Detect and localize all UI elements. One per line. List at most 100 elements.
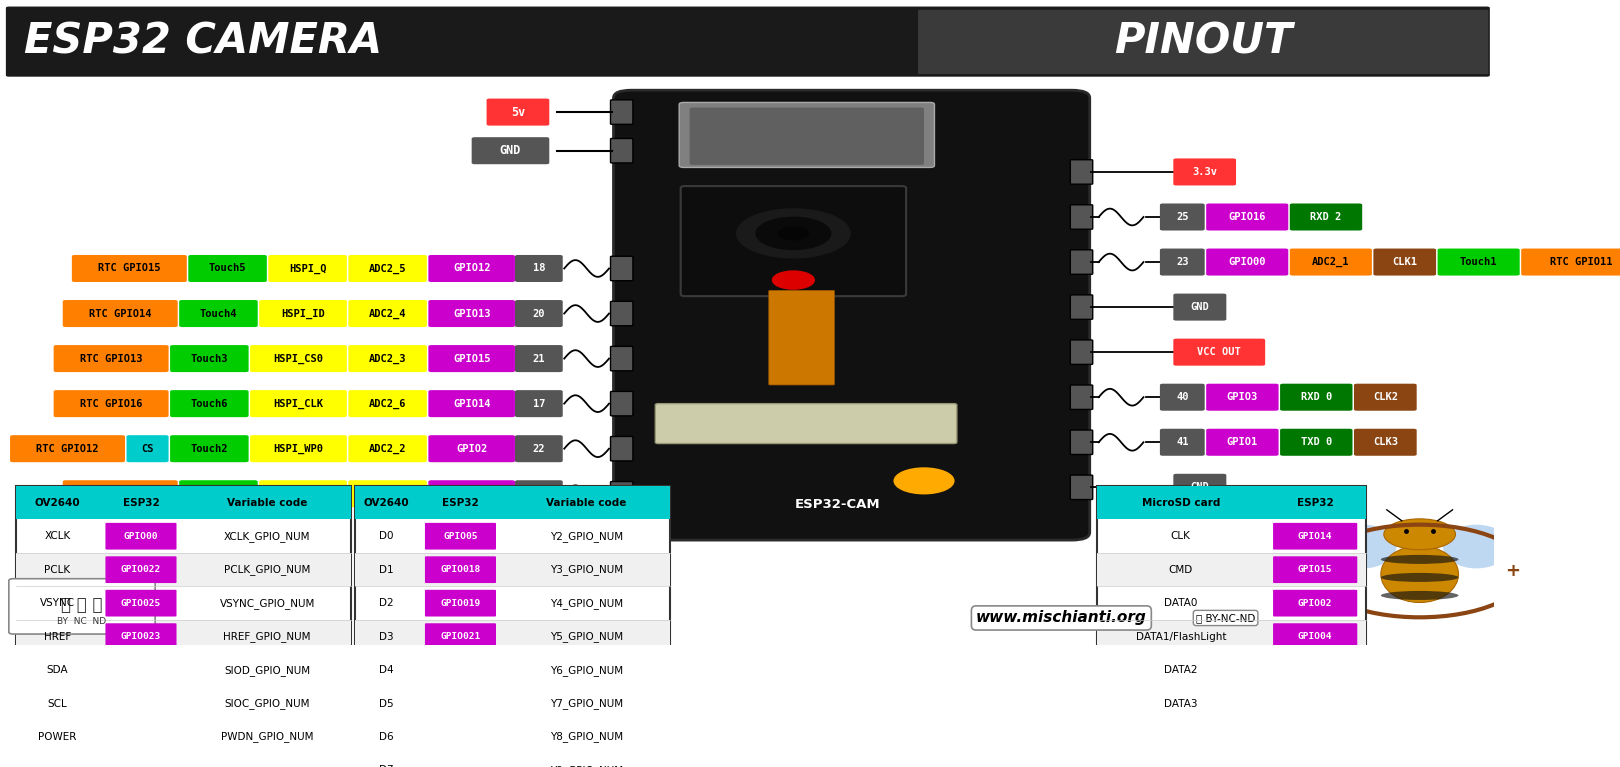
- FancyBboxPatch shape: [1437, 249, 1520, 275]
- Text: Touch4: Touch4: [199, 308, 237, 318]
- Text: GPIO032: GPIO032: [122, 732, 160, 742]
- Text: SIOC_GPIO_NUM: SIOC_GPIO_NUM: [225, 698, 309, 709]
- Text: ESP32 CAMERA: ESP32 CAMERA: [24, 20, 382, 62]
- FancyBboxPatch shape: [515, 480, 562, 507]
- Text: 41: 41: [1176, 437, 1189, 447]
- Text: ADC2_2: ADC2_2: [369, 443, 407, 454]
- Text: GPIO025: GPIO025: [122, 599, 160, 607]
- Text: D1: D1: [379, 565, 394, 574]
- FancyBboxPatch shape: [611, 391, 633, 416]
- Text: BY  NC  ND: BY NC ND: [57, 617, 107, 627]
- FancyBboxPatch shape: [1290, 249, 1372, 275]
- FancyBboxPatch shape: [1071, 205, 1094, 229]
- Text: 18: 18: [533, 264, 544, 274]
- Text: Y4_GPIO_NUM: Y4_GPIO_NUM: [551, 597, 624, 608]
- Text: GPIO16: GPIO16: [1228, 212, 1265, 222]
- Text: DATA3: DATA3: [1165, 699, 1197, 709]
- Text: CLK2: CLK2: [1372, 392, 1398, 402]
- FancyBboxPatch shape: [16, 486, 352, 754]
- Text: D0: D0: [379, 532, 394, 542]
- FancyBboxPatch shape: [1160, 429, 1205, 456]
- Text: ADC2_5: ADC2_5: [369, 263, 407, 274]
- Text: GPIO14: GPIO14: [1298, 532, 1332, 541]
- Text: ADC2_4: ADC2_4: [369, 308, 407, 318]
- FancyBboxPatch shape: [10, 435, 125, 463]
- Text: OV2640: OV2640: [34, 498, 79, 508]
- Circle shape: [779, 227, 808, 240]
- Text: 40: 40: [1176, 392, 1189, 402]
- Ellipse shape: [1443, 525, 1510, 568]
- FancyBboxPatch shape: [126, 435, 168, 463]
- Text: GPIO3: GPIO3: [1226, 392, 1259, 402]
- Text: GPIO019: GPIO019: [441, 599, 481, 607]
- FancyBboxPatch shape: [1071, 160, 1094, 184]
- Circle shape: [773, 271, 815, 289]
- Text: 24: 24: [533, 489, 544, 499]
- Text: Y7_GPIO_NUM: Y7_GPIO_NUM: [551, 698, 624, 709]
- FancyBboxPatch shape: [611, 347, 633, 370]
- Text: VCC OUT: VCC OUT: [1197, 347, 1241, 357]
- Text: HREF: HREF: [44, 632, 71, 642]
- FancyBboxPatch shape: [1173, 159, 1236, 186]
- FancyBboxPatch shape: [1273, 624, 1358, 650]
- FancyBboxPatch shape: [611, 139, 633, 163]
- FancyBboxPatch shape: [611, 301, 633, 326]
- Text: GPIO02: GPIO02: [1298, 599, 1332, 607]
- FancyBboxPatch shape: [348, 480, 428, 507]
- Text: GPIO05: GPIO05: [444, 532, 478, 541]
- Text: GND: GND: [1191, 302, 1209, 312]
- Text: Touch3: Touch3: [191, 354, 228, 364]
- FancyBboxPatch shape: [355, 754, 671, 767]
- FancyBboxPatch shape: [180, 480, 258, 507]
- Text: GPIO00: GPIO00: [1228, 257, 1265, 267]
- Text: Variable code: Variable code: [227, 498, 308, 508]
- Text: TXD 0: TXD 0: [1301, 437, 1332, 447]
- Text: ADC2_6: ADC2_6: [369, 399, 407, 409]
- Text: GPIO15: GPIO15: [1298, 565, 1332, 574]
- FancyBboxPatch shape: [1207, 429, 1278, 456]
- Text: HSPI_CS0: HSPI_CS0: [274, 354, 324, 364]
- Text: XCLK_GPIO_NUM: XCLK_GPIO_NUM: [224, 531, 311, 542]
- FancyBboxPatch shape: [105, 556, 177, 583]
- Text: PCLK_GPIO_NUM: PCLK_GPIO_NUM: [224, 565, 311, 575]
- FancyBboxPatch shape: [249, 345, 347, 372]
- FancyBboxPatch shape: [16, 620, 352, 653]
- FancyBboxPatch shape: [105, 590, 177, 617]
- FancyBboxPatch shape: [1071, 430, 1094, 455]
- Circle shape: [894, 468, 954, 494]
- Text: 25: 25: [1176, 212, 1189, 222]
- FancyBboxPatch shape: [63, 300, 178, 327]
- FancyBboxPatch shape: [105, 724, 177, 750]
- Text: Touch5: Touch5: [209, 264, 246, 274]
- Text: D6: D6: [379, 732, 394, 742]
- FancyBboxPatch shape: [71, 255, 186, 282]
- Text: GPIO15: GPIO15: [454, 354, 491, 364]
- Text: Y9_GPIO_NUM: Y9_GPIO_NUM: [551, 765, 624, 767]
- FancyBboxPatch shape: [1097, 486, 1366, 720]
- Text: GPIO2: GPIO2: [457, 443, 488, 454]
- FancyBboxPatch shape: [1097, 686, 1366, 720]
- Text: GPIO022: GPIO022: [122, 565, 160, 574]
- Ellipse shape: [1380, 546, 1458, 603]
- FancyBboxPatch shape: [515, 255, 562, 282]
- Text: 22: 22: [533, 443, 544, 454]
- Text: RTC GPIO11: RTC GPIO11: [1550, 257, 1614, 267]
- FancyBboxPatch shape: [53, 390, 168, 417]
- FancyBboxPatch shape: [105, 690, 177, 717]
- Text: Touch1: Touch1: [1460, 257, 1497, 267]
- FancyBboxPatch shape: [348, 300, 428, 327]
- FancyBboxPatch shape: [1354, 429, 1416, 456]
- FancyBboxPatch shape: [105, 624, 177, 650]
- FancyBboxPatch shape: [1521, 249, 1620, 275]
- Text: DATA2: DATA2: [1165, 665, 1197, 675]
- FancyBboxPatch shape: [1173, 339, 1265, 366]
- FancyBboxPatch shape: [1097, 486, 1366, 519]
- Text: D2: D2: [379, 598, 394, 608]
- Text: 5v: 5v: [510, 106, 525, 119]
- Text: GPIO039: GPIO039: [441, 699, 481, 708]
- FancyBboxPatch shape: [611, 256, 633, 281]
- FancyBboxPatch shape: [1273, 657, 1358, 683]
- FancyBboxPatch shape: [1354, 384, 1416, 410]
- Text: GPIO026: GPIO026: [122, 666, 160, 675]
- FancyBboxPatch shape: [424, 556, 496, 583]
